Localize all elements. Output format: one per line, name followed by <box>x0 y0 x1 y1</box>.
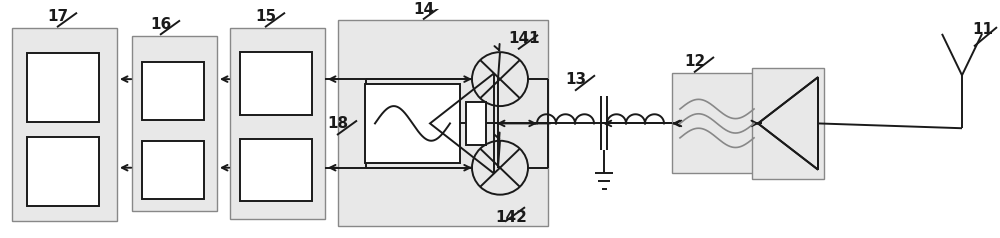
Bar <box>27 53 99 123</box>
Bar <box>466 102 486 145</box>
Text: 17: 17 <box>47 9 68 24</box>
Bar <box>338 20 548 226</box>
Bar <box>752 68 824 179</box>
Bar <box>230 28 325 219</box>
Text: 14: 14 <box>413 1 434 17</box>
Bar <box>672 73 762 174</box>
Text: 13: 13 <box>565 72 586 87</box>
Text: 15: 15 <box>255 9 276 24</box>
Bar <box>142 141 204 198</box>
Bar <box>142 62 204 119</box>
Text: 12: 12 <box>684 55 705 69</box>
Bar <box>27 137 99 206</box>
Text: 18: 18 <box>327 116 348 131</box>
Bar <box>240 52 312 115</box>
Text: 16: 16 <box>150 17 171 32</box>
Text: 11: 11 <box>972 22 993 37</box>
Text: 142: 142 <box>495 210 527 225</box>
Bar <box>365 84 460 163</box>
Bar <box>240 139 312 201</box>
Text: 141: 141 <box>508 31 540 46</box>
Bar <box>132 36 217 211</box>
Bar <box>12 28 117 221</box>
